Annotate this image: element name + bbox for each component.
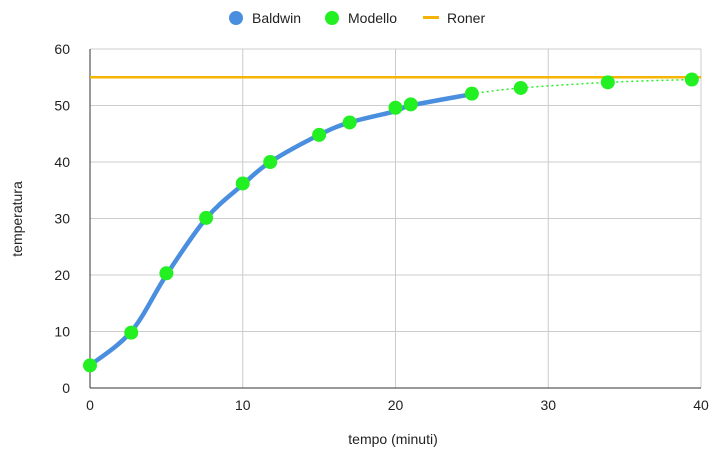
x-tick-label-30: 30 (540, 397, 556, 413)
modello-point-9 (403, 97, 418, 112)
series-layer (83, 72, 701, 373)
series-baldwin-line (87, 91, 475, 368)
y-axis-label: temperatura (9, 181, 25, 257)
y-tick-label-20: 20 (54, 267, 70, 283)
legend-label-modello: Modello (348, 10, 397, 26)
modello-point-5 (263, 155, 278, 169)
modello-point-4 (235, 176, 250, 191)
modello-point-1 (124, 325, 139, 340)
y-tick-label-50: 50 (54, 98, 70, 114)
y-tick-label-0: 0 (62, 380, 70, 396)
y-tick-label-30: 30 (54, 211, 70, 227)
modello-point-6 (312, 127, 327, 142)
series-modello-trend (471, 78, 692, 95)
x-tick-label-40: 40 (693, 397, 709, 413)
y-tick-label-40: 40 (54, 154, 70, 170)
legend-marker-modello (325, 11, 339, 25)
modello-point-2 (159, 266, 174, 281)
modello-point-8 (388, 100, 403, 115)
modello-point-10 (464, 86, 479, 101)
x-tick-label-0: 0 (86, 397, 94, 413)
y-tick-label-10: 10 (54, 324, 70, 340)
legend-label-baldwin: Baldwin (252, 10, 301, 26)
x-axis-label: tempo (minuti) (348, 431, 437, 447)
legend-label-roner: Roner (447, 10, 485, 26)
tick-labels: 0 10 20 30 40 50 60 0 10 20 30 40 (54, 41, 709, 413)
legend-marker-roner (423, 16, 439, 19)
x-tick-label-10: 10 (235, 397, 251, 413)
modello-point-13 (684, 72, 699, 87)
modello-point-11 (513, 80, 528, 95)
legend-marker-baldwin (229, 11, 243, 25)
grid (90, 48, 702, 388)
x-tick-label-20: 20 (388, 397, 404, 413)
modello-point-7 (342, 115, 357, 130)
modello-point-3 (199, 210, 214, 225)
axes (89, 49, 701, 389)
y-tick-label-60: 60 (54, 41, 70, 57)
modello-point-12 (600, 75, 615, 90)
modello-point-0 (83, 358, 97, 373)
legend: Baldwin Modello Roner (229, 10, 485, 26)
